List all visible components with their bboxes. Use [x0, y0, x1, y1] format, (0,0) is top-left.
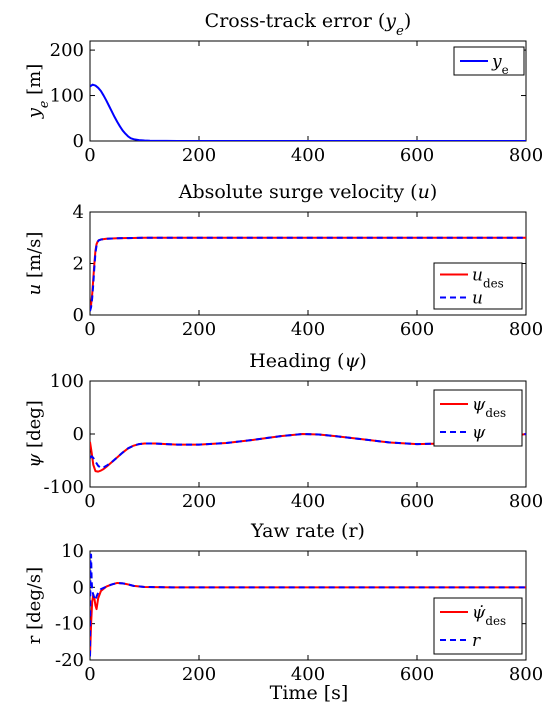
- figure-xlabel: Time [s]: [270, 682, 349, 704]
- legend-label: ψdes: [472, 395, 506, 420]
- y-tick-label: -100: [44, 477, 84, 498]
- legend-label: ye: [491, 52, 509, 77]
- chart-panel-2: Absolute surge velocity (u) 0 200 400 600 800…: [24, 181, 543, 340]
- legend-label: ψ: [472, 423, 486, 443]
- y-tick-label: -20: [55, 650, 84, 671]
- chart-title: Cross-track error (ye): [205, 10, 412, 39]
- x-tick-label: 800: [509, 319, 543, 340]
- legend-label: udes: [472, 266, 504, 291]
- x-tick-label: 600: [400, 491, 434, 512]
- x-tick-label: 400: [291, 491, 325, 512]
- y-tick-label: 0: [73, 131, 84, 152]
- legend: ψ̇des r: [433, 597, 523, 655]
- x-tick-label: 600: [400, 319, 434, 340]
- x-tick-label: 600: [400, 145, 434, 166]
- y-tick-label: 0: [73, 577, 84, 598]
- x-tick-label: 0: [84, 491, 95, 512]
- series-lines: [90, 236, 526, 312]
- y-tick-label: 0: [73, 305, 84, 326]
- panels: Cross-track error (ye)0 200 400 600 80001002…: [24, 10, 543, 685]
- chart-title: Yaw rate (r): [250, 520, 365, 542]
- x-tick-label: 200: [182, 664, 216, 685]
- legend-label: ψ̇des: [472, 603, 506, 628]
- y-tick-label: 0: [73, 424, 84, 445]
- series-line-2: [90, 433, 526, 469]
- legend: ye: [453, 46, 525, 77]
- y-axis-label: u [m/s]: [24, 232, 45, 296]
- y-tick-label: 100: [50, 86, 84, 107]
- y-tick-label: 100: [50, 371, 84, 392]
- x-tick-label: 400: [291, 664, 325, 685]
- series-lines: [90, 433, 526, 473]
- y-tick-label: -10: [55, 614, 84, 635]
- x-tick-label: 800: [509, 491, 543, 512]
- x-tick-label: 200: [182, 319, 216, 340]
- x-tick-label: 0: [84, 319, 95, 340]
- chart-panel-4: Yaw rate (r) 0 200 400 600 800 -20 -10 0 10 r [deg…: [24, 520, 543, 685]
- legend: ψdes ψ: [433, 389, 523, 447]
- legend-box: [433, 597, 523, 655]
- x-tick-label: 600: [400, 664, 434, 685]
- x-tick-label: 400: [291, 145, 325, 166]
- x-tick-label: 0: [84, 664, 95, 685]
- x-tick-label: 200: [182, 491, 216, 512]
- y-tick-label: 200: [50, 40, 84, 61]
- series-line-2: [90, 236, 526, 312]
- x-tick-label: 0: [84, 145, 95, 166]
- x-tick-label: 200: [182, 145, 216, 166]
- y-axis-label: ψ [deg]: [24, 400, 45, 468]
- chart-title: Heading (ψ): [249, 350, 367, 372]
- legend-box: [433, 262, 523, 310]
- chart-panel-1: Cross-track error (ye) 0 200 400 600 800 0 100 2…: [24, 10, 543, 166]
- y-tick-label: 2: [73, 254, 84, 275]
- y-tick-label: 10: [61, 541, 84, 562]
- legend-box: [433, 389, 523, 447]
- series-lines: [90, 553, 526, 657]
- legend-label: r: [472, 631, 481, 651]
- x-tick-label: 800: [509, 145, 543, 166]
- series-lines: [90, 83, 526, 141]
- y-tick-label: 4: [73, 202, 84, 223]
- series-line-2: [90, 553, 526, 657]
- x-tick-label: 400: [291, 319, 325, 340]
- x-tick-label: 800: [509, 664, 543, 685]
- legend-label: u: [472, 289, 483, 309]
- y-axis-label: ye [m]: [24, 64, 51, 119]
- y-axis-label: r [deg/s]: [24, 567, 45, 644]
- series-line-1: [90, 83, 526, 141]
- chart-title: Absolute surge velocity (u): [178, 181, 438, 203]
